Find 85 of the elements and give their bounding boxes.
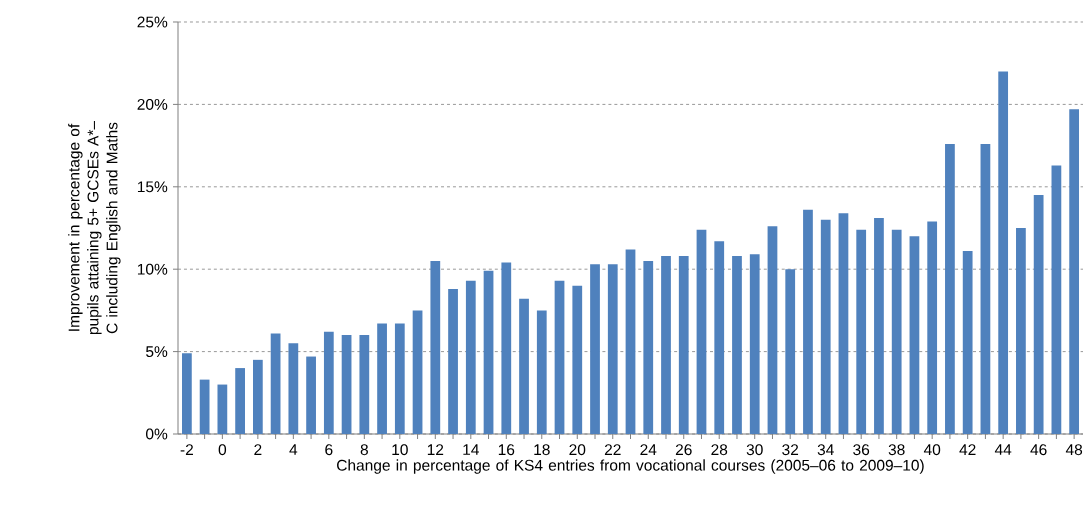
bar: [962, 251, 973, 434]
bar: [838, 213, 849, 434]
bar: [359, 335, 370, 434]
bar: [270, 333, 281, 434]
y-tick-label: 0%: [146, 428, 168, 440]
bar: [927, 221, 938, 434]
bar: [874, 218, 884, 434]
x-tick-label: 28: [711, 444, 728, 456]
x-tick-label: 42: [959, 444, 976, 456]
bar: [678, 256, 689, 434]
x-tick-label: 36: [853, 444, 870, 456]
bar: [998, 71, 1009, 434]
bar: [217, 384, 228, 434]
bar: [732, 256, 742, 434]
bar: [412, 310, 423, 434]
bar: [288, 343, 299, 434]
x-tick-label: 2: [254, 444, 262, 456]
x-tick-label: 34: [817, 444, 834, 456]
x-tick-label: 38: [888, 444, 905, 456]
bar: [767, 226, 778, 434]
bar: [891, 229, 902, 434]
x-tick-label: 4: [289, 444, 298, 455]
bar: [1016, 228, 1026, 434]
bar: [980, 143, 991, 434]
x-tick-label: 40: [923, 444, 941, 456]
bar: [607, 264, 618, 434]
bar: [803, 209, 813, 434]
bar: [625, 249, 636, 434]
bar: [536, 310, 547, 434]
bar: [696, 229, 707, 434]
bar: [749, 254, 760, 434]
x-tick-label: 48: [1065, 444, 1083, 456]
bar: [199, 379, 210, 434]
x-tick-label: 24: [640, 444, 657, 456]
x-tick-label: 8: [360, 444, 368, 456]
bar: [341, 335, 352, 434]
bar: [661, 256, 671, 434]
y-tick-label: 20%: [137, 98, 168, 110]
y-axis-title: Improvement in percentage of pupils attaining 5+ GCSEs A*–C including English and Maths: [68, 120, 121, 335]
bar: [430, 260, 441, 434]
y-tick-label: 15%: [137, 181, 168, 193]
x-tick-label: 26: [675, 444, 692, 456]
bar: [519, 298, 529, 434]
x-tick-label: 20: [569, 444, 586, 456]
bar: [1033, 195, 1044, 434]
bar: [590, 264, 600, 434]
bar: [785, 269, 796, 434]
x-tick-label: 16: [498, 444, 515, 456]
y-tick-label: 25%: [137, 16, 168, 28]
bar: [643, 260, 654, 434]
bar: [235, 368, 245, 434]
bar: [554, 280, 565, 434]
bar: [572, 285, 583, 434]
bar: [465, 280, 476, 434]
x-tick-label: 12: [427, 444, 444, 456]
x-tick-label: -2: [180, 444, 193, 456]
x-tick-label: 18: [534, 444, 550, 456]
x-tick-label: 6: [325, 444, 333, 456]
x-axis-title: Change in percentage of KS4 entries from vocational courses (2005–06 to 2009–10): [337, 459, 924, 474]
x-tick-label: 30: [746, 444, 763, 456]
x-tick-label: 32: [782, 444, 799, 456]
bar: [909, 236, 920, 434]
bar: [1069, 109, 1080, 434]
bar: [820, 219, 831, 434]
bar: [181, 353, 192, 434]
x-tick-label: 0: [218, 444, 227, 456]
bar: [306, 356, 316, 434]
y-tick-label: 5%: [146, 346, 168, 358]
bar: [377, 323, 387, 434]
bar: [448, 288, 458, 434]
x-tick-label: 10: [392, 444, 408, 456]
bar: [394, 323, 405, 434]
bar: [1051, 165, 1062, 434]
y-tick-label: 10%: [137, 263, 168, 275]
bar: [323, 331, 334, 434]
x-tick-label: 44: [994, 444, 1012, 455]
bar: [501, 262, 512, 434]
bar: [856, 229, 867, 434]
bar: [483, 270, 494, 434]
x-tick-label: 14: [463, 444, 479, 455]
x-tick-label: 46: [1030, 444, 1047, 456]
bar: [714, 241, 725, 434]
x-tick-label: 22: [604, 444, 621, 456]
bar: [252, 359, 263, 434]
bar: [945, 143, 955, 434]
